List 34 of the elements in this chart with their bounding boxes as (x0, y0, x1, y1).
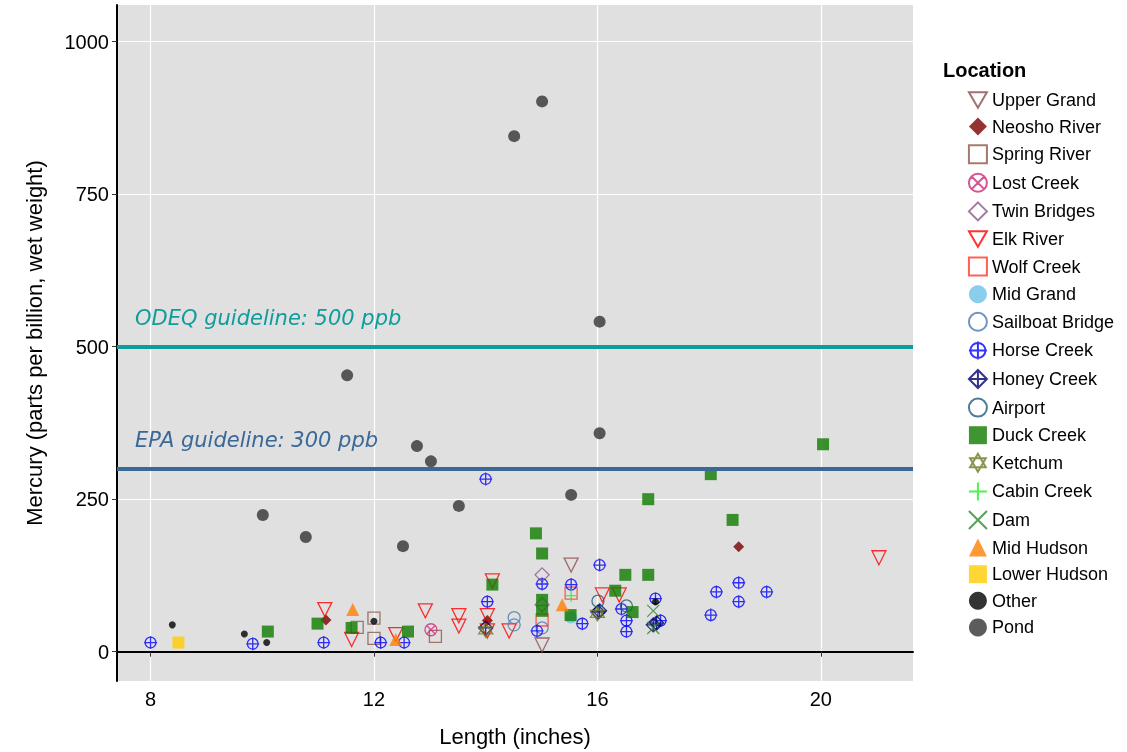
legend-label: Spring River (991, 144, 1091, 165)
ref-line-label: ODEQ guideline: 500 ppb (135, 306, 402, 331)
legend-label: Other (991, 590, 1037, 611)
legend-label: Ketchum (991, 452, 1063, 473)
legend-label: Neosho River (991, 116, 1101, 137)
legend-label: Elk River (991, 229, 1064, 249)
legend-label: Dam (991, 510, 1030, 530)
legend-label: Pond (991, 617, 1034, 638)
legend-label: Wolf Creek (991, 256, 1082, 277)
legend-label: Airport (991, 397, 1045, 418)
legend-label: Upper Grand (991, 90, 1096, 110)
x-tick-label: 12 (362, 688, 386, 710)
legend-label: Sailboat Bridge (991, 311, 1115, 332)
legend-label: Lost Creek (991, 172, 1080, 193)
y-tick-label: 750 (75, 183, 109, 206)
legend-label: Mid Hudson (991, 537, 1088, 558)
legend-title: Location (943, 59, 1027, 81)
legend-label: Twin Bridges (991, 201, 1095, 222)
y-tick-label: 500 (75, 335, 109, 358)
legend-label: Lower Hudson (991, 564, 1108, 585)
x-axis-title: Length (inches) (439, 723, 591, 749)
y-axis-title: Mercury (parts per billion, wet weight) (21, 160, 47, 526)
y-tick-label: 0 (97, 640, 109, 663)
y-tick-label: 250 (75, 488, 109, 511)
legend-label: Honey Creek (991, 369, 1098, 389)
legend-label: Duck Creek (991, 425, 1087, 446)
legend-label: Cabin Creek (991, 481, 1093, 502)
ref-line-label: EPA guideline: 300 ppb (135, 428, 379, 453)
y-tick-label: 1000 (64, 30, 109, 53)
legend-label: Horse Creek (991, 340, 1094, 361)
x-tick-label: 8 (144, 688, 157, 710)
x-tick-label: 20 (809, 688, 832, 710)
legend-label: Mid Grand (991, 284, 1076, 305)
x-tick-label: 16 (586, 688, 609, 710)
